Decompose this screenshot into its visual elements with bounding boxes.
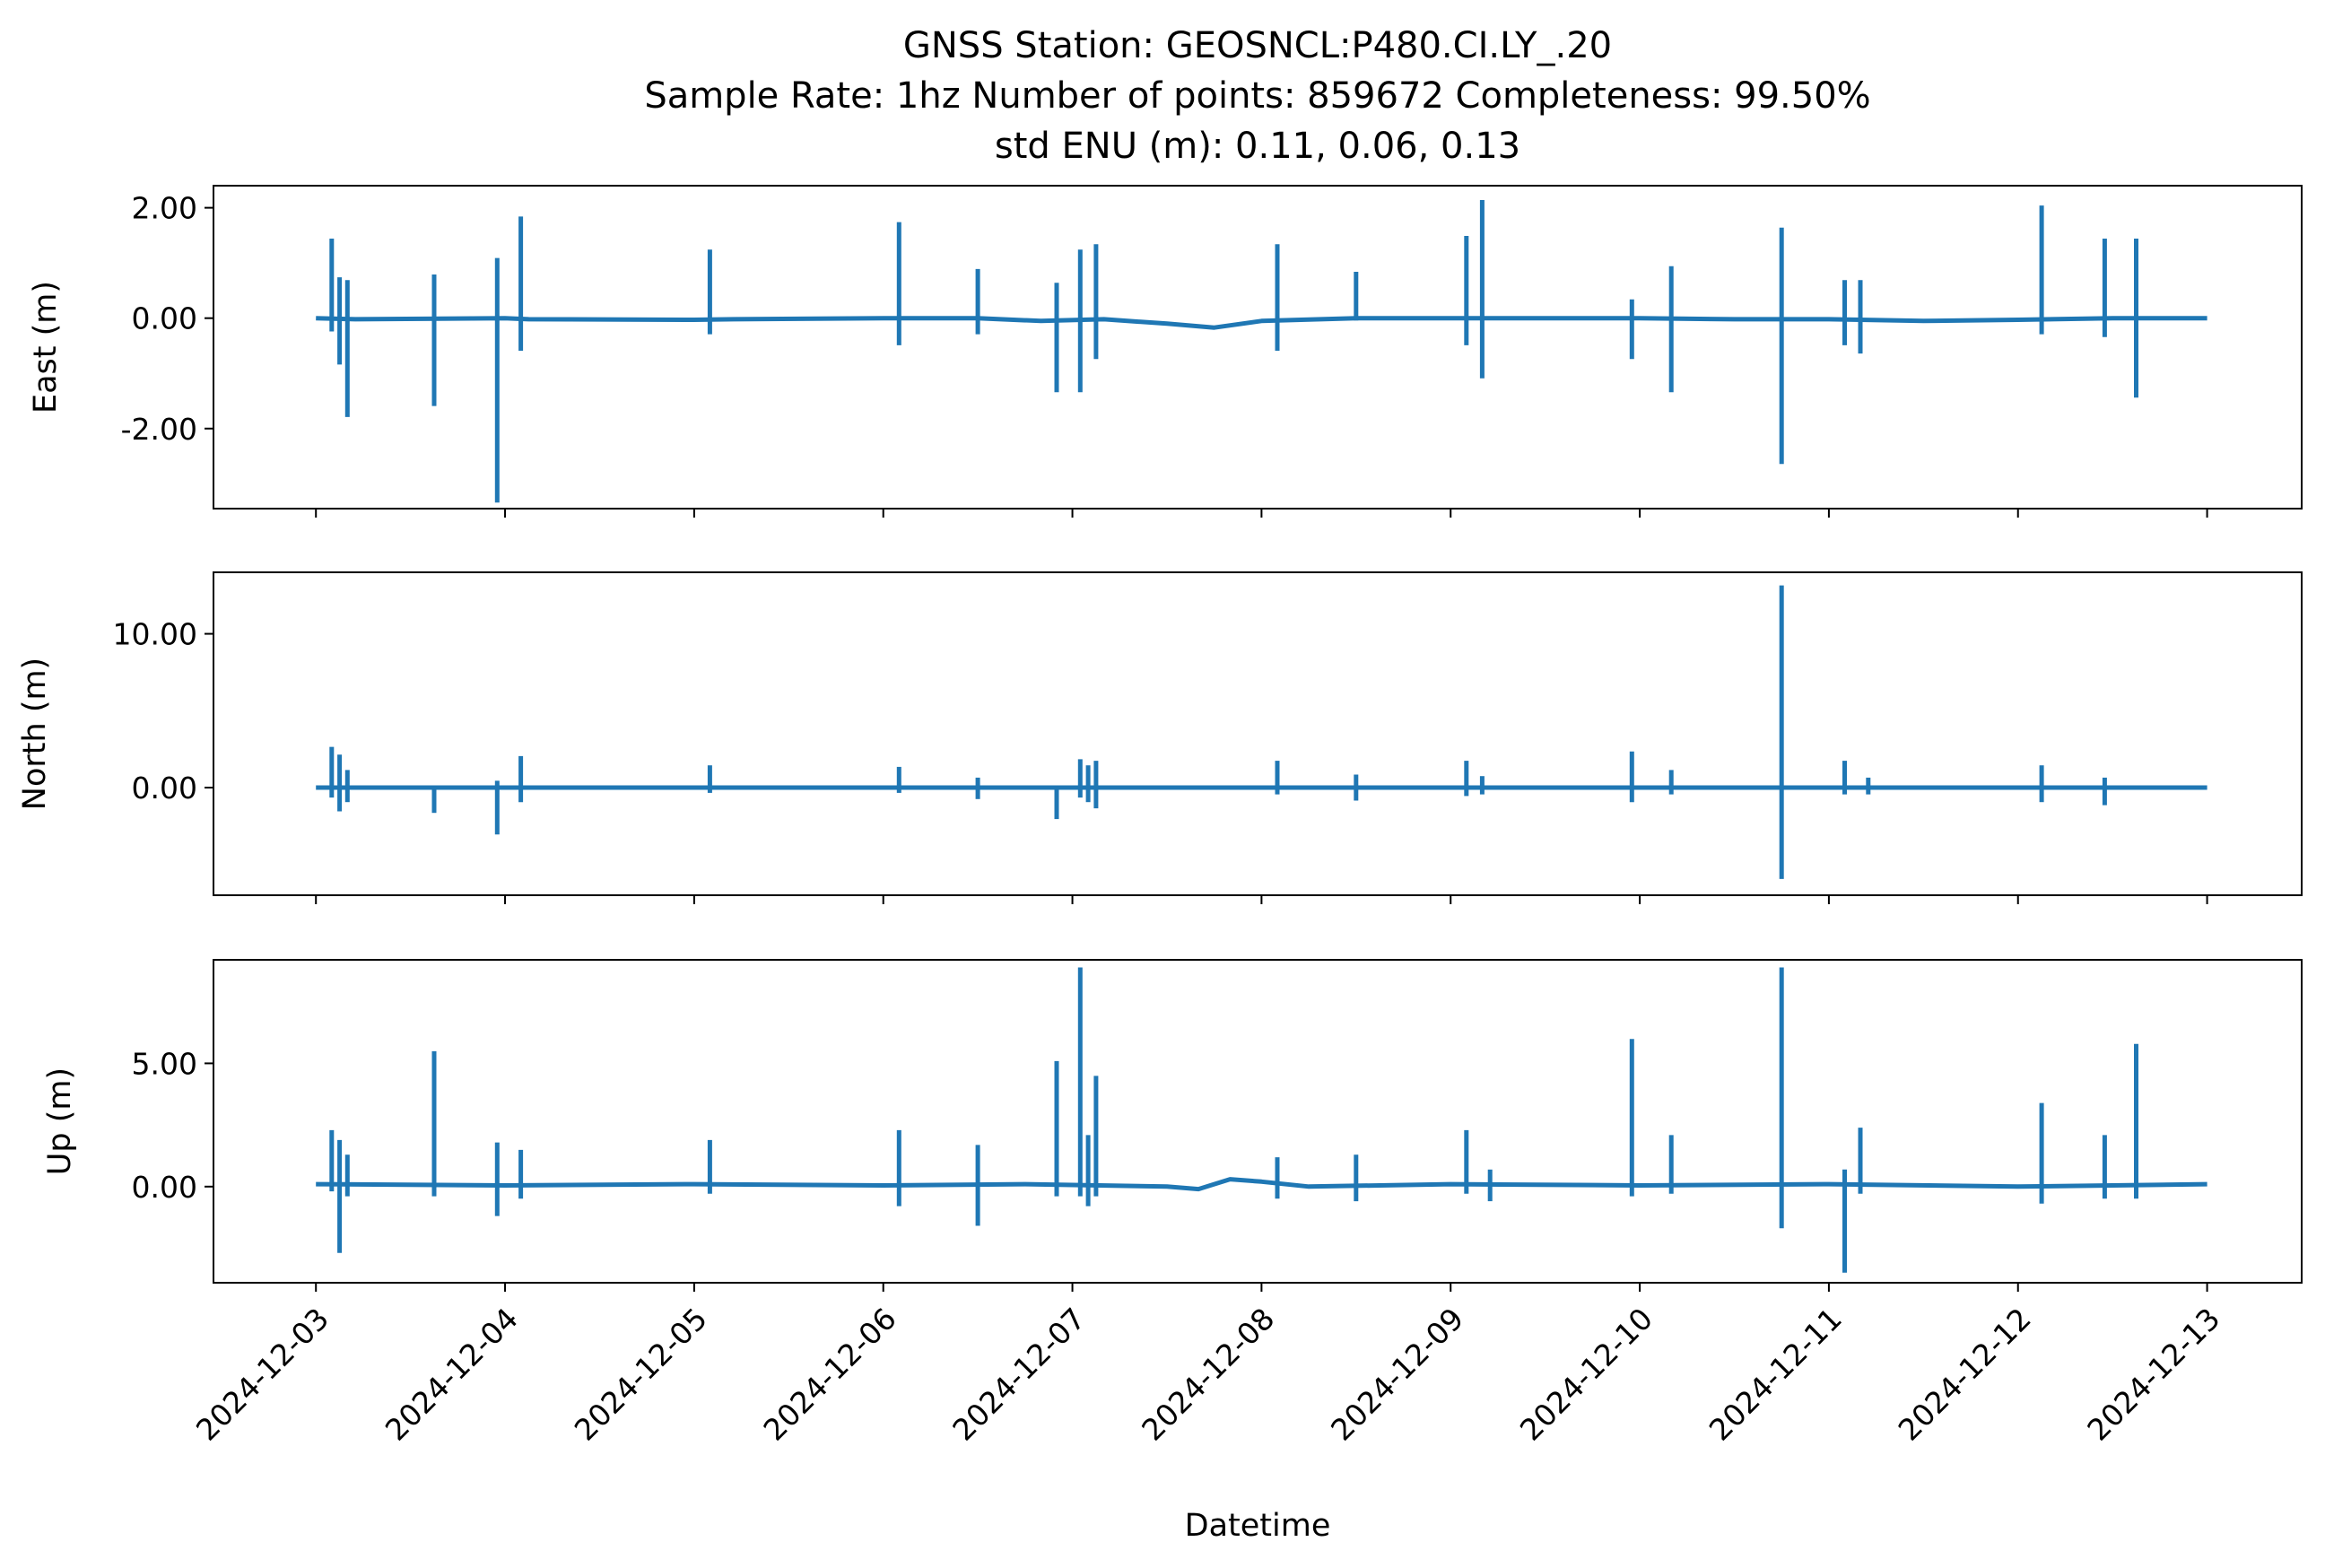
xtick-label-8: 2024-12-10: [1513, 1301, 1659, 1447]
x-axis-label: Datetime: [1185, 1508, 1331, 1544]
north-panel: 10.00 0.00 North (m): [17, 571, 2303, 904]
up-series-baseline: [316, 1177, 2207, 1192]
east-ytick-label-1: 2.00: [132, 191, 197, 226]
up-ytick-label-1: 5.00: [132, 1046, 197, 1081]
xtick-label-3: 2024-12-05: [568, 1301, 714, 1447]
xtick-label-2: 2024-12-04: [379, 1301, 525, 1447]
up-ylabel: Up (m): [42, 1067, 78, 1175]
up-panel: 5.00 0.00 Up (m): [42, 959, 2303, 1292]
east-series-baseline: [316, 316, 2207, 330]
east-plot-frame: [213, 185, 2303, 510]
north-ylabel: North (m): [17, 658, 53, 810]
east-ylabel: East (m): [28, 281, 64, 414]
xtick-label-4: 2024-12-06: [757, 1301, 903, 1447]
up-ytick-label-2: 0.00: [132, 1170, 197, 1205]
east-ytick-label-2: 0.00: [132, 301, 197, 336]
east-ytick-label-3: -2.00: [121, 412, 197, 447]
xtick-label-11: 2024-12-13: [2080, 1301, 2226, 1447]
xtick-label-7: 2024-12-09: [1324, 1301, 1470, 1447]
up-plot-frame: [213, 959, 2303, 1284]
xtick-label-5: 2024-12-07: [945, 1301, 1092, 1447]
panels-group: 2.00 0.00 -2.00 East (m) 10.00 0.00 North (m) 5…: [17, 185, 2303, 1448]
xtick-label-1: 2024-12-03: [189, 1301, 335, 1447]
east-panel: 2.00 0.00 -2.00 East (m): [28, 185, 2303, 518]
north-ytick-label-2: 0.00: [132, 771, 197, 806]
xtick-label-9: 2024-12-11: [1702, 1301, 1849, 1447]
chart-title-line-3: std ENU (m): 0.11, 0.06, 0.13: [995, 126, 1520, 167]
chart-title-line-2: Sample Rate: 1hz Number of points: 85967…: [644, 75, 1870, 117]
xtick-label-10: 2024-12-12: [1892, 1301, 2038, 1447]
north-plot-frame: [213, 571, 2303, 896]
north-ytick-label-1: 10.00: [113, 617, 197, 652]
chart-title-line-1: GNSS Station: GEOSNCL:P480.CI.LY_.20: [903, 25, 1612, 66]
xtick-label-6: 2024-12-08: [1135, 1301, 1281, 1447]
